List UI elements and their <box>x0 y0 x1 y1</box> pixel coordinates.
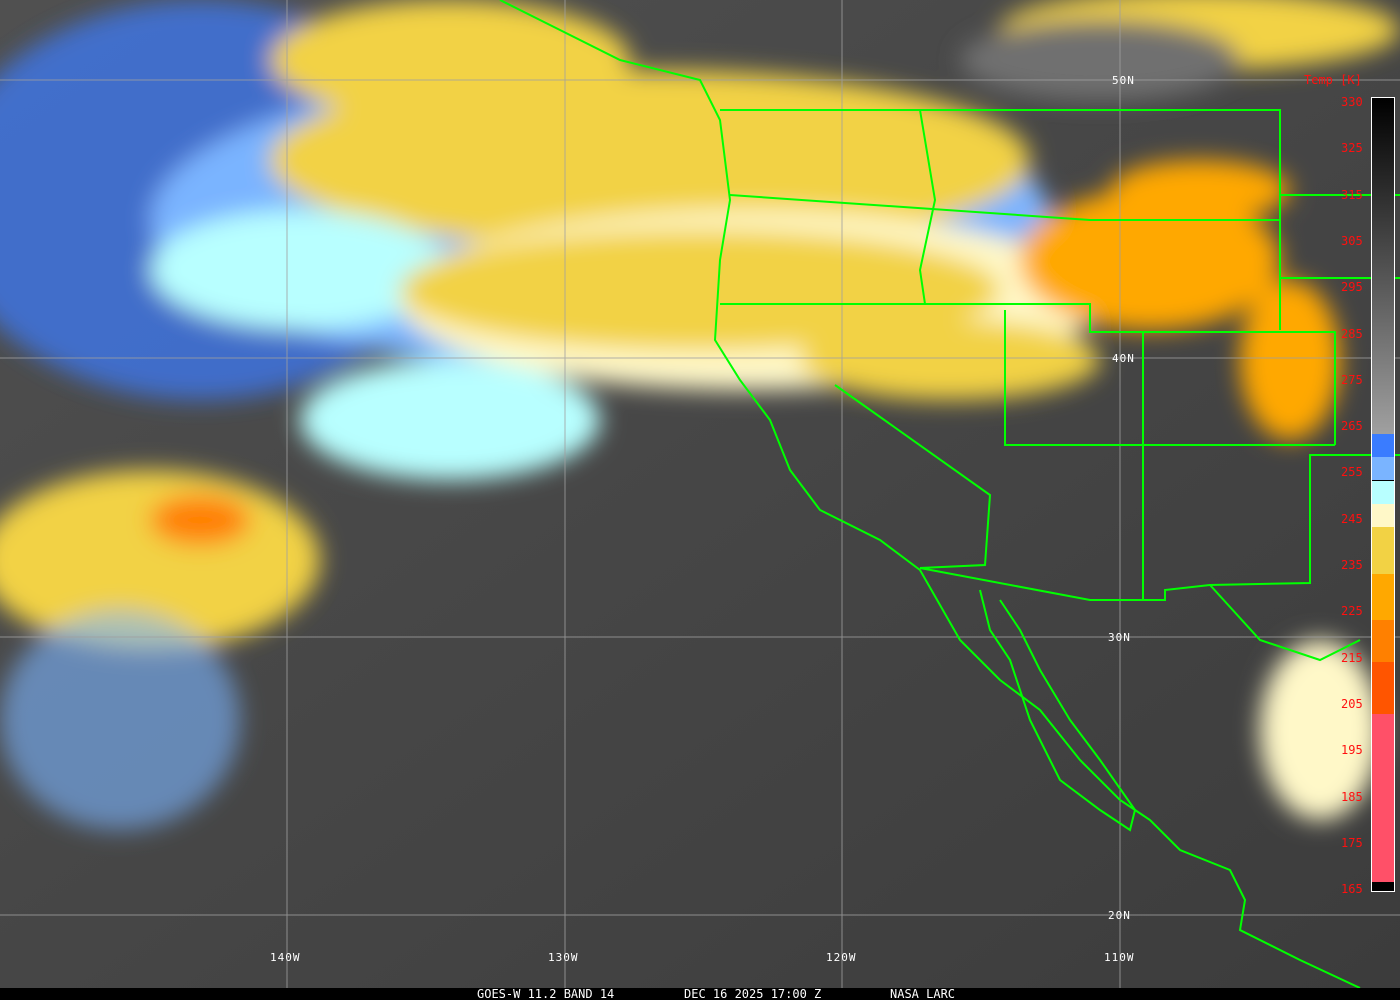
colorbar-segment <box>1372 98 1394 434</box>
caption-satellite: GOES-W 11.2 BAND 14 <box>477 987 615 1000</box>
colorbar-tick-label: 185 <box>1341 789 1363 804</box>
colorbar-segment <box>1372 433 1394 458</box>
lon-label-130w: 130W <box>548 951 579 964</box>
colorbar-segment <box>1372 662 1394 714</box>
lat-label-30n: 30N <box>1108 631 1131 644</box>
political-boundaries <box>499 0 1400 988</box>
caption-source: NASA LARC <box>890 987 956 1000</box>
lat-label-20n: 20N <box>1108 909 1131 922</box>
colorbar-tick-label: 225 <box>1341 604 1363 619</box>
colorbar-tick-label: 255 <box>1341 465 1363 480</box>
colorbar-tick-label: 215 <box>1341 650 1363 665</box>
lat-label-40n: 40N <box>1112 352 1135 365</box>
lat-label-50n: 50N <box>1112 74 1135 87</box>
colorbar-segment <box>1372 457 1394 481</box>
cloud-field <box>0 0 1400 830</box>
lon-label-140w: 140W <box>270 951 301 964</box>
colorbar-tick-label: 325 <box>1341 141 1363 156</box>
colorbar-tick-label: 275 <box>1341 372 1363 387</box>
colorbar-segment <box>1372 573 1394 621</box>
colorbar-segment <box>1372 713 1394 882</box>
colorbar-tick-label: 165 <box>1341 882 1363 897</box>
baja-coast <box>979 589 1137 832</box>
colorbar-tick-label: 195 <box>1341 743 1363 758</box>
colorbar-tick-label: 305 <box>1341 233 1363 248</box>
colorbar-segment <box>1372 527 1394 574</box>
colorbar-tick-label: 295 <box>1341 280 1363 295</box>
colorbar-tick-label: 235 <box>1341 558 1363 572</box>
temperature-colorbar <box>1371 97 1395 892</box>
colorbar-tick-label: 285 <box>1341 326 1363 341</box>
colorbar-tick-label: 205 <box>1341 696 1363 711</box>
colorbar-segment <box>1372 881 1394 891</box>
colorbar-title: Temp [K] <box>1304 73 1362 87</box>
colorbar-segment <box>1372 480 1394 504</box>
colorbar-tick-label: 330 <box>1341 95 1363 109</box>
lon-label-110w: 110W <box>1104 951 1135 964</box>
colorbar-tick-label: 315 <box>1341 187 1363 202</box>
caption-datetime: DEC 16 2025 17:00 Z <box>684 987 822 1000</box>
colorbar-tick-label: 265 <box>1341 419 1363 434</box>
coastline <box>499 0 1361 988</box>
colorbar-tick-label: 175 <box>1341 835 1363 850</box>
colorbar-segment <box>1372 620 1394 663</box>
image-caption: GOES-W 11.2 BAND 14 DEC 16 2025 17:00 Z … <box>0 988 1400 1000</box>
colorbar-tick-label: 245 <box>1341 511 1363 526</box>
lon-label-120w: 120W <box>826 951 857 964</box>
colorbar-segment <box>1372 503 1394 528</box>
